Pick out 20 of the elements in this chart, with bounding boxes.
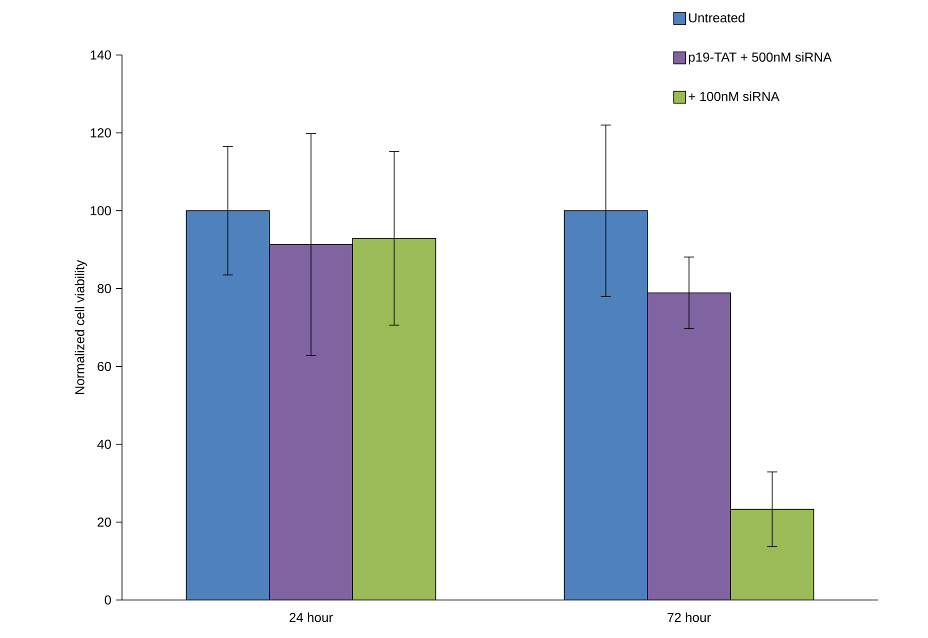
bar [564,210,648,600]
bar [647,292,731,600]
y-tick-label: 0 [104,595,111,605]
y-tick-label: 120 [90,128,111,138]
legend-label: Untreated [689,12,744,22]
y-tick-label: 20 [98,518,111,527]
x-tick-label: 72 hour [668,612,711,622]
x-tick-label: 24 hour [290,612,333,622]
y-axis-title: Normalized cell viability [74,260,87,394]
y-tick-label: 60 [98,362,111,372]
bar [186,210,270,600]
y-tick-label: 40 [97,440,111,449]
y-tick-label: 140 [90,50,111,60]
y-tick-label: 100 [90,206,111,216]
legend-label: + 100nM siRNA [688,92,780,102]
y-tick-label: 80 [98,284,111,294]
bar [269,244,353,600]
bar [352,238,436,600]
bar [730,508,814,600]
legend-label: p19-TAT + 500nM siRNA [688,52,832,64]
